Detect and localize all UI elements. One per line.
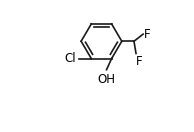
- Text: OH: OH: [98, 73, 116, 86]
- Text: F: F: [136, 55, 143, 69]
- Text: F: F: [144, 28, 151, 41]
- Text: Cl: Cl: [64, 52, 76, 65]
